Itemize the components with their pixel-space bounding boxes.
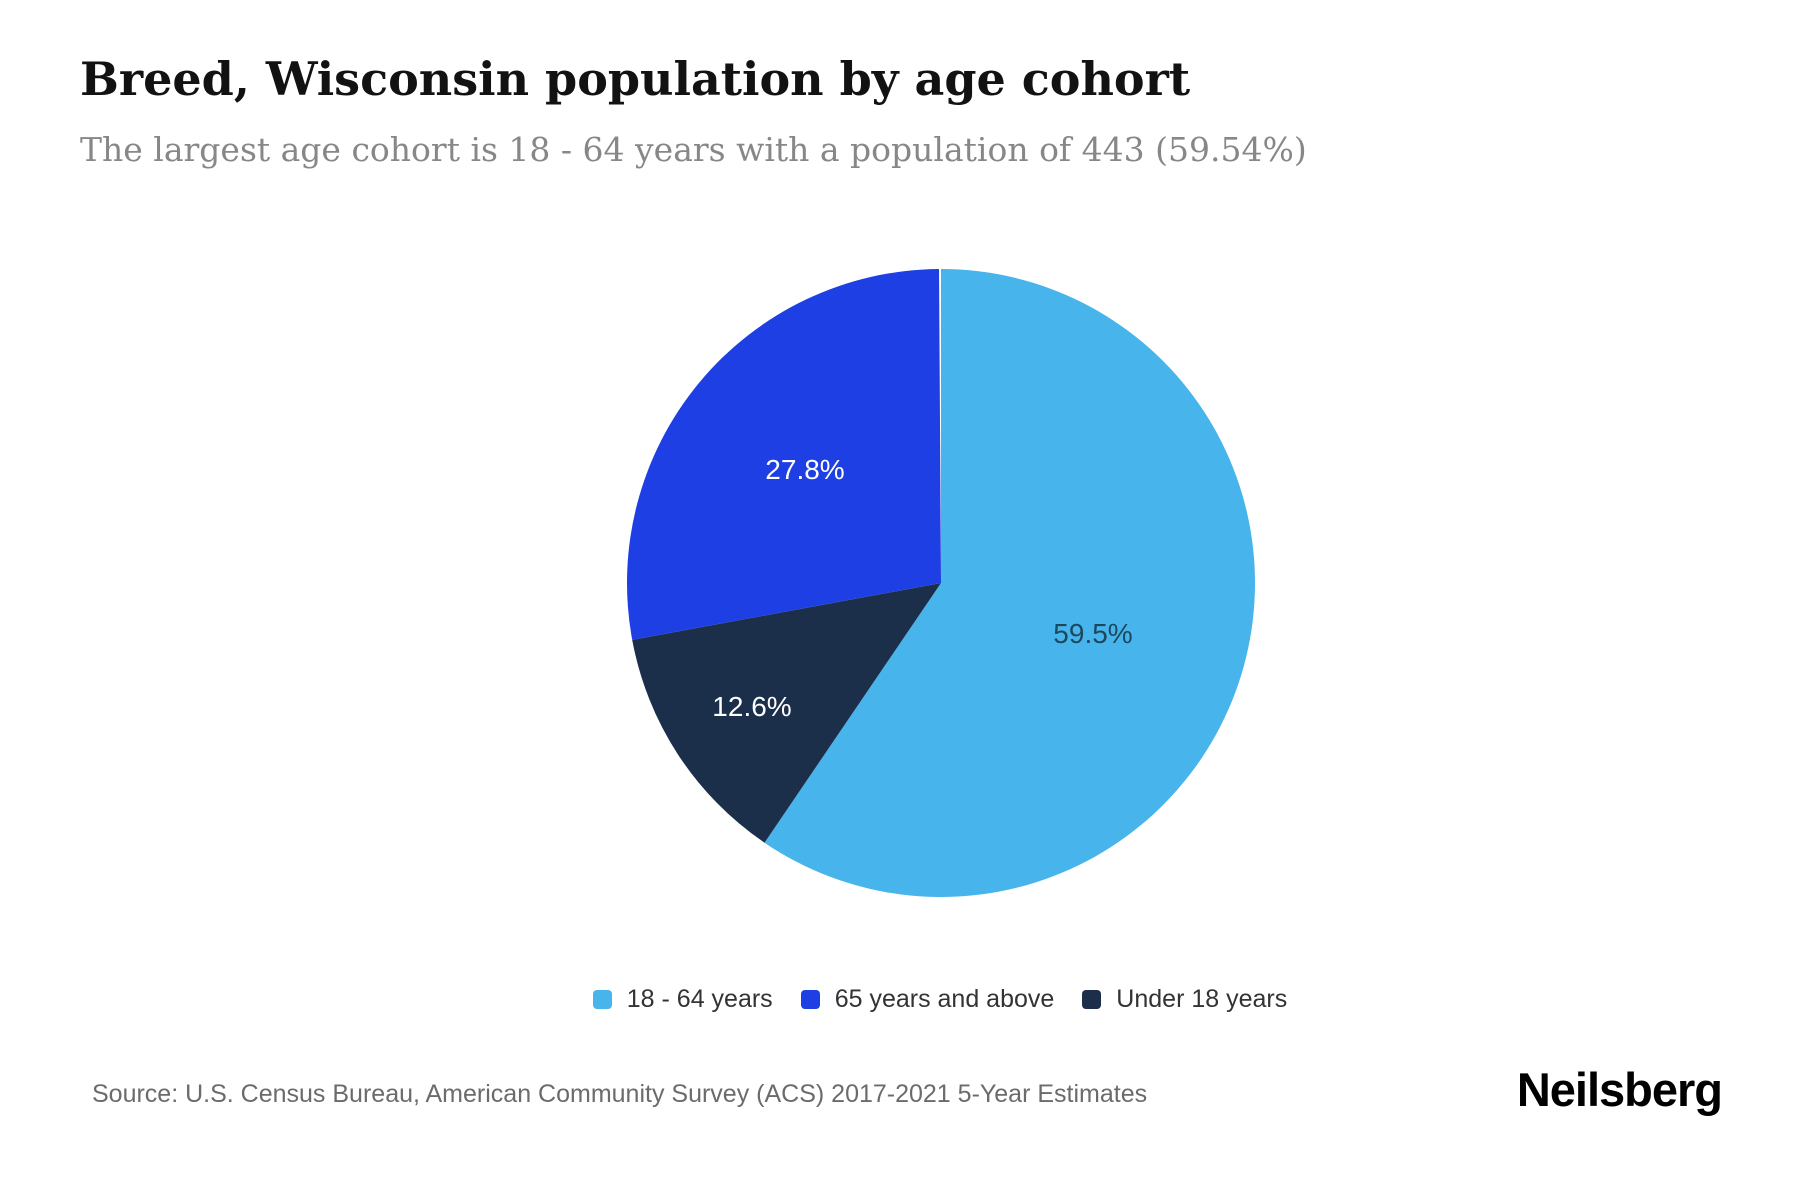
- source-note: Source: U.S. Census Bureau, American Com…: [92, 1080, 1148, 1108]
- legend-swatch-18-64-years: [592, 989, 612, 1009]
- brand-logo: Neilsberg: [1516, 1063, 1723, 1116]
- legend-label: 65 years and above: [834, 984, 1055, 1013]
- legend-swatch-65-years-and-above: [800, 989, 820, 1009]
- pie-slice-65-years-and-above[interactable]: [626, 269, 941, 640]
- pie-slices: [626, 269, 1255, 897]
- legend: 18 - 64 years 65 years and above Under 18 …: [80, 974, 1800, 1024]
- legend-label: 18 - 64 years: [626, 984, 773, 1013]
- legend-label: Under 18 years: [1116, 984, 1288, 1013]
- pie-slice-under-18-years[interactable]: [632, 583, 941, 843]
- page-subtitle: The largest age cohort is 18 - 64 years …: [80, 130, 1307, 169]
- legend-item-65-years-and-above[interactable]: 65 years and above: [800, 984, 1055, 1014]
- pie-slice-18-64-years[interactable]: [764, 269, 1255, 897]
- legend-item-under-18-years[interactable]: Under 18 years: [1082, 985, 1287, 1014]
- legend-swatch-under-18-years: [1082, 989, 1102, 1009]
- legend-item-18-64-years[interactable]: 18 - 64 years: [592, 984, 773, 1014]
- page-title: Breed, Wisconsin population by age cohor…: [80, 52, 1191, 106]
